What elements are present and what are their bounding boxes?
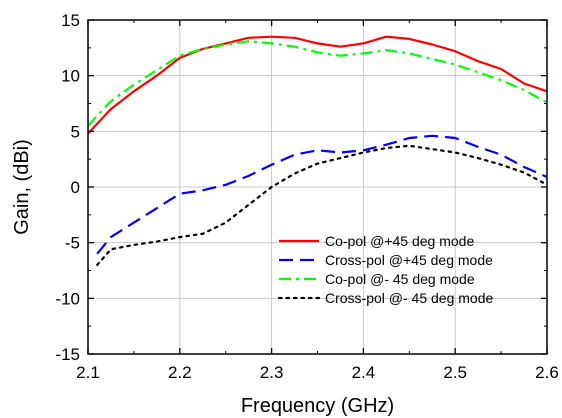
y-tick-label: -10 xyxy=(55,289,80,308)
x-tick-label: 2.2 xyxy=(168,363,192,382)
x-tick-label: 2.3 xyxy=(260,363,284,382)
y-tick-label: -5 xyxy=(65,234,80,253)
x-tick-label: 2.1 xyxy=(76,363,100,382)
x-tick-label: 2.4 xyxy=(352,363,376,382)
y-tick-label: 15 xyxy=(61,11,80,30)
x-tick-label: 2.6 xyxy=(535,363,559,382)
tick-layer: 2.1 2.2 2.3 2.4 2.5 2.6 -15 -10 -5 0 5 10 15 xyxy=(55,11,558,382)
y-tick-label: -15 xyxy=(55,345,80,364)
legend-label-2: Cross-pol @+45 deg mode xyxy=(325,252,493,268)
legend-label-3: Co-pol @- 45 deg mode xyxy=(325,271,475,287)
x-axis-label: Frequency (GHz) xyxy=(241,395,394,417)
series-layer xyxy=(87,35,549,266)
series-line-1 xyxy=(87,35,548,135)
legend: Co-pol @+45 deg mode Cross-pol @+45 deg m… xyxy=(277,233,494,306)
y-axis-label: Gain, (dBi) xyxy=(11,139,33,235)
y-tick-label: 10 xyxy=(61,67,80,86)
series-line-4 xyxy=(96,144,549,266)
series-line-2 xyxy=(96,134,548,255)
y-tick-label: 0 xyxy=(71,178,80,197)
x-tick-label: 2.5 xyxy=(443,363,467,382)
series-line-3 xyxy=(87,40,548,127)
y-tick-label: 5 xyxy=(71,122,80,141)
legend-label-1: Co-pol @+45 deg mode xyxy=(325,233,474,249)
legend-label-4: Cross-pol @- 45 deg mode xyxy=(325,290,494,306)
